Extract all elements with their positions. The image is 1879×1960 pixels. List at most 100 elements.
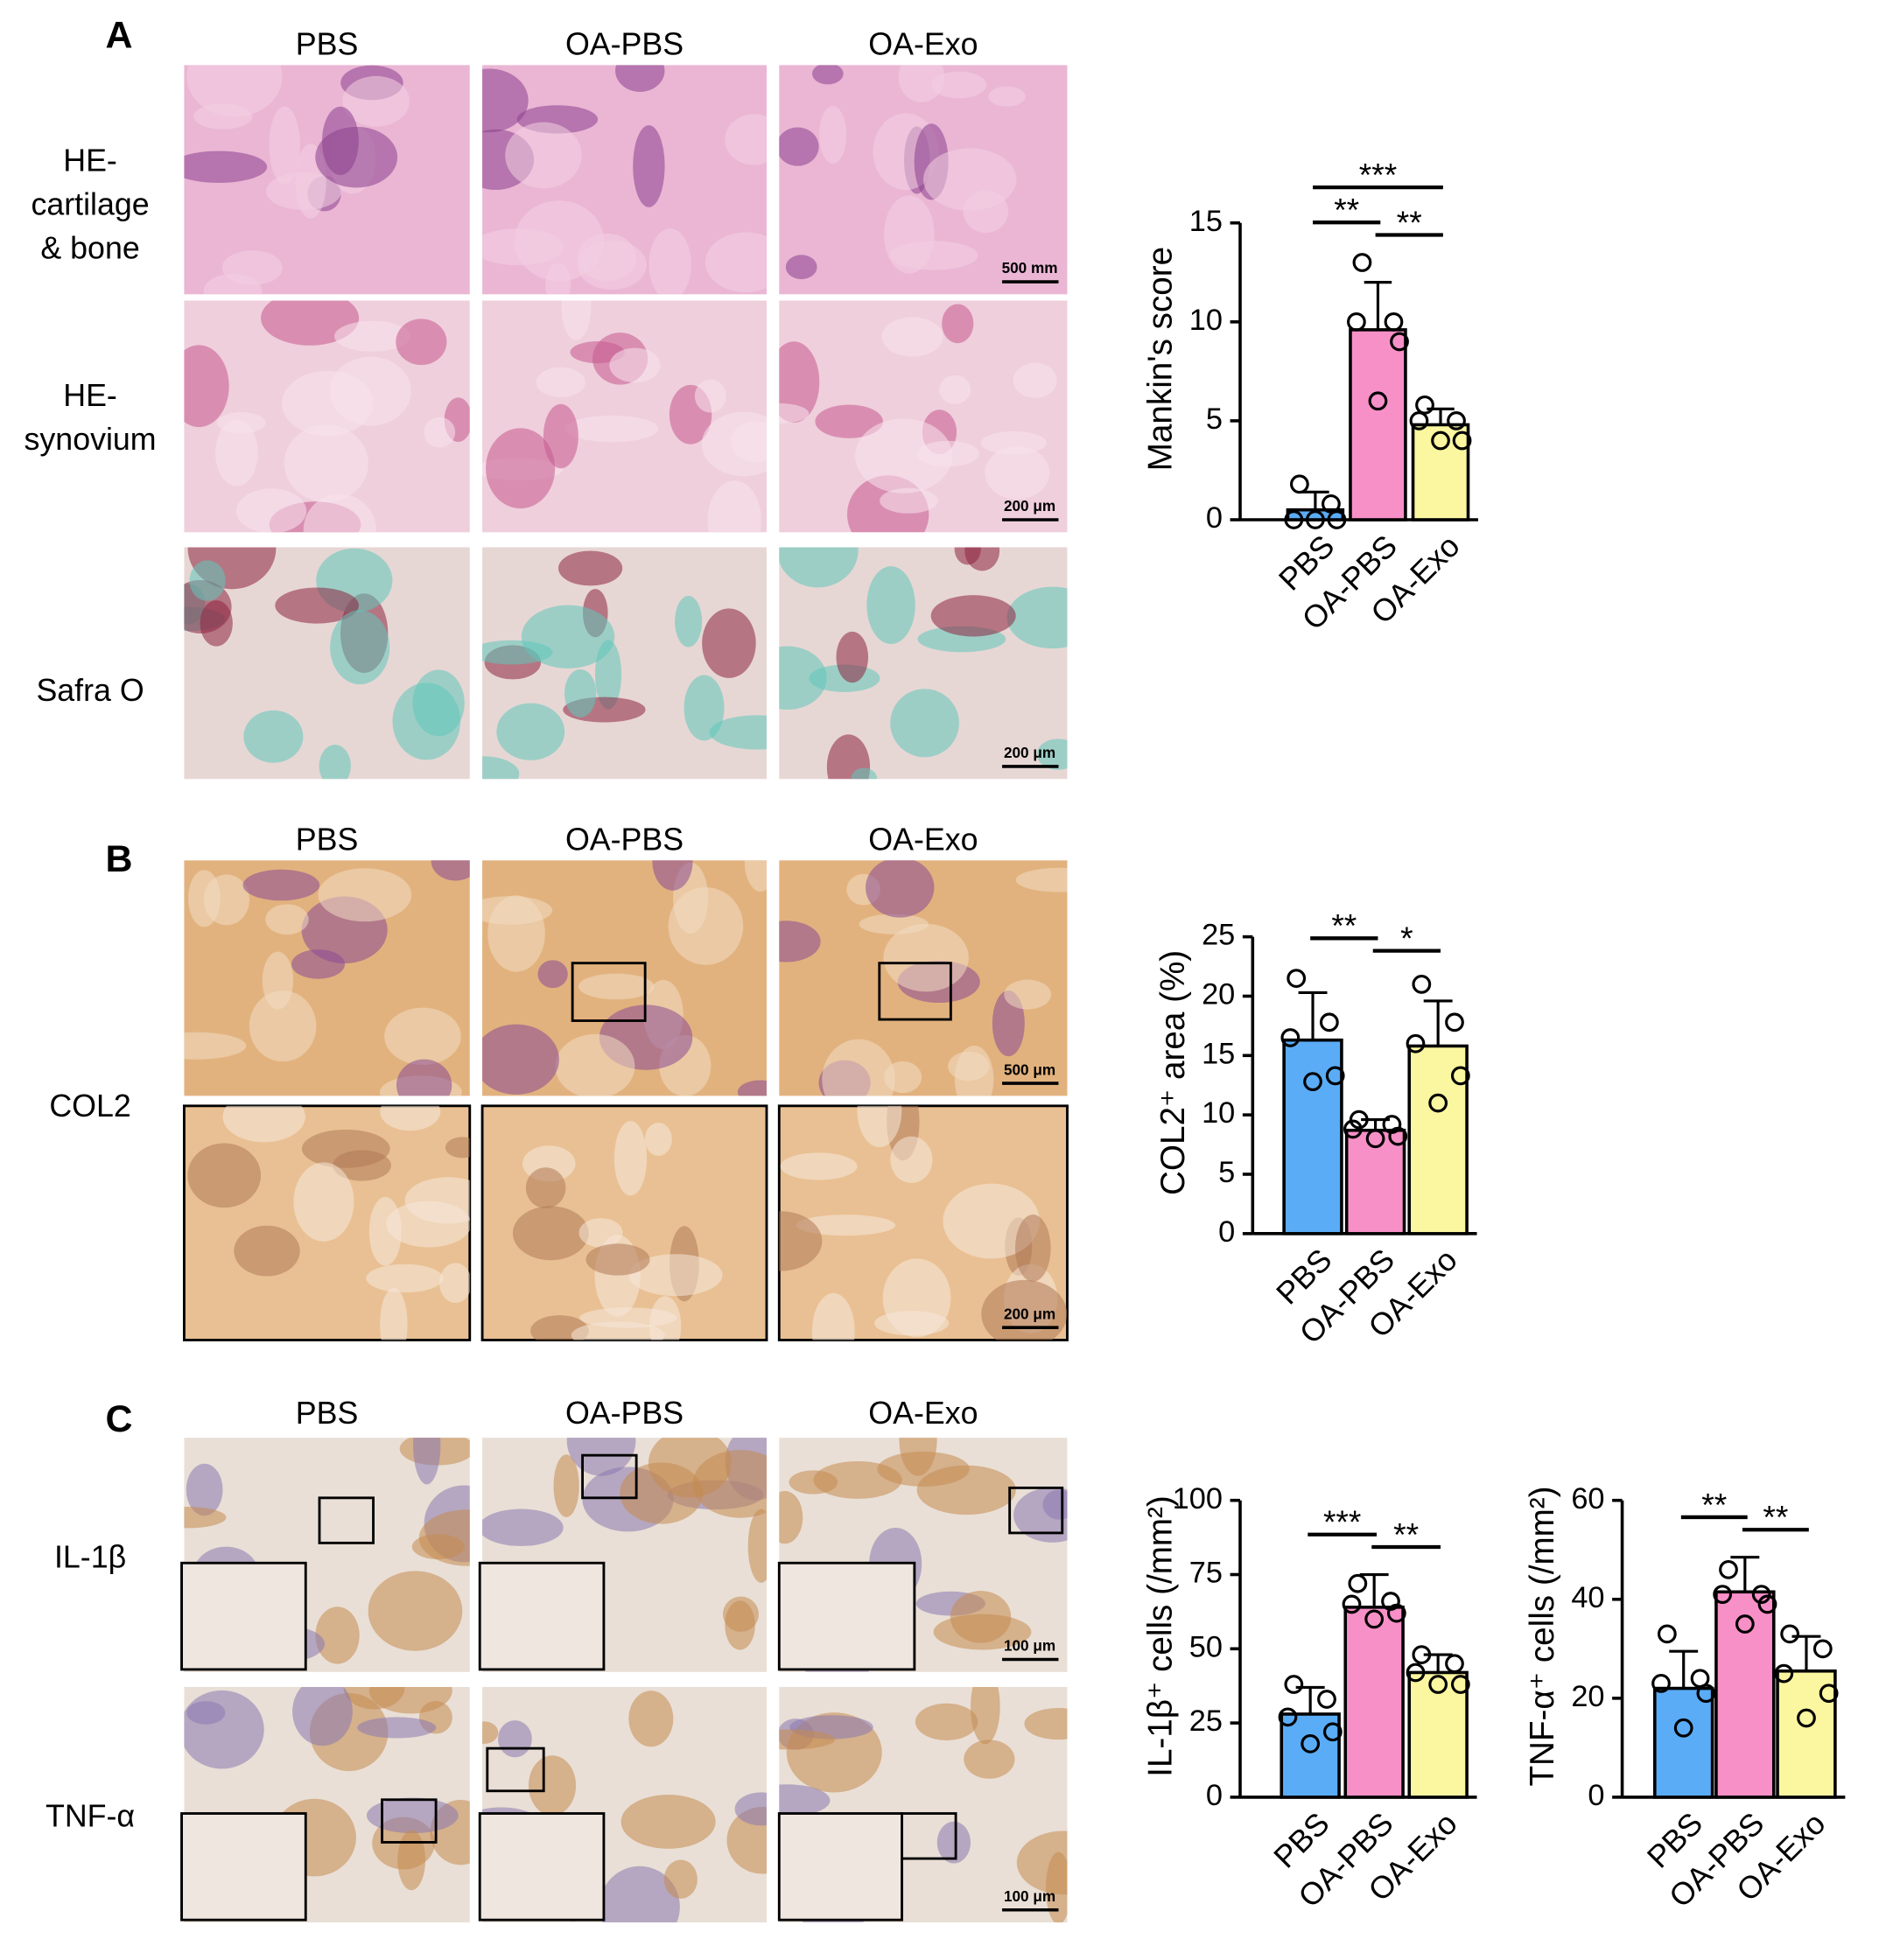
zoom-box [381,1798,438,1844]
tissue [709,715,767,750]
tissue [215,419,258,486]
tissue [424,416,456,448]
y-axis-label: IL-1β⁺ cells (/mm²) [1141,1495,1179,1777]
tissue [855,418,953,494]
panel-label: C [105,1398,132,1440]
micrograph [482,860,767,1096]
tissue [811,65,844,85]
data-point [1445,1012,1464,1032]
tissue [950,1591,1012,1643]
data-point [1284,510,1304,529]
tissue [184,1032,247,1060]
row-label: HE- [63,144,117,178]
tissue [971,1686,1000,1745]
data-point [1819,1684,1839,1704]
micrograph [482,300,767,533]
column-header: OA-Exo [868,1396,978,1431]
tissue [439,1263,470,1304]
y-tick-label: 10 [1202,1096,1235,1130]
data-point [1278,1707,1298,1727]
bar [1282,1038,1343,1236]
tissue [187,1143,262,1208]
data-point [1735,1614,1755,1634]
tissue [303,494,376,533]
tissue [942,304,974,344]
data-point [1713,1585,1733,1605]
y-tick-label: 5 [1218,1156,1235,1189]
data-point [1406,1662,1426,1683]
y-tick-label: 50 [1189,1630,1223,1663]
column-header: PBS [296,26,359,61]
tissue [1046,1852,1068,1923]
tissue [357,1717,437,1739]
tissue [411,1534,465,1560]
tissue [384,1007,461,1066]
tissue [275,587,359,624]
tissue [785,255,817,280]
tissue [780,1152,858,1180]
data-point [1287,969,1307,988]
tissue [397,1830,426,1891]
tissue [315,126,398,188]
tissue [694,379,726,413]
micrograph [184,65,470,295]
tissue [649,228,691,295]
tissue [536,367,585,398]
texture [482,860,767,1096]
bar [1407,1044,1469,1236]
tissue [368,1197,402,1266]
panel-label: B [105,838,132,880]
tissue [628,1254,723,1297]
tissue [525,1167,566,1208]
tissue [866,860,935,918]
tissue [954,1045,994,1096]
y-tick-label: 25 [1202,919,1235,952]
tissue [1006,586,1068,649]
texture [779,65,1026,280]
row-label: synovium [25,422,157,457]
data-point [1388,1126,1408,1146]
tissue [692,1450,767,1518]
data-point [1415,395,1434,415]
data-point [1445,1654,1464,1674]
y-tick-label: 20 [1202,978,1235,1012]
tissue [431,860,470,881]
tissue [578,1218,623,1248]
error-bar [1298,990,1328,1040]
error-bar [1730,1556,1760,1592]
micrograph [779,65,1068,295]
scale-bar-label: 100 μm [1004,1887,1055,1905]
tissue [1004,979,1052,1010]
tissue [186,65,283,117]
tissue [184,1690,264,1769]
micrograph [184,860,470,1096]
tissue [980,430,1047,455]
data-point [1322,494,1341,514]
zoom-box [777,1812,903,1922]
data-point [1412,1645,1432,1664]
tissue [291,949,346,979]
tissue [553,1454,579,1517]
bar [1280,1712,1341,1799]
tissue [815,404,883,438]
data-point [1364,1609,1385,1629]
tissue [366,1264,444,1293]
tissue [939,374,971,404]
column-header: OA-Exo [868,26,978,61]
tissue [396,318,447,366]
tissue [628,1690,674,1747]
bar [1411,423,1470,522]
tissue [486,428,556,509]
tissue [242,869,320,901]
tissue [874,1311,950,1336]
tissue [988,86,1026,107]
tissue [193,103,253,130]
tissue [564,668,597,718]
tissue [880,487,938,514]
y-tick-label: 25 [1189,1704,1223,1738]
tissue [269,106,300,185]
texture [482,65,767,295]
data-point [1797,1708,1816,1728]
